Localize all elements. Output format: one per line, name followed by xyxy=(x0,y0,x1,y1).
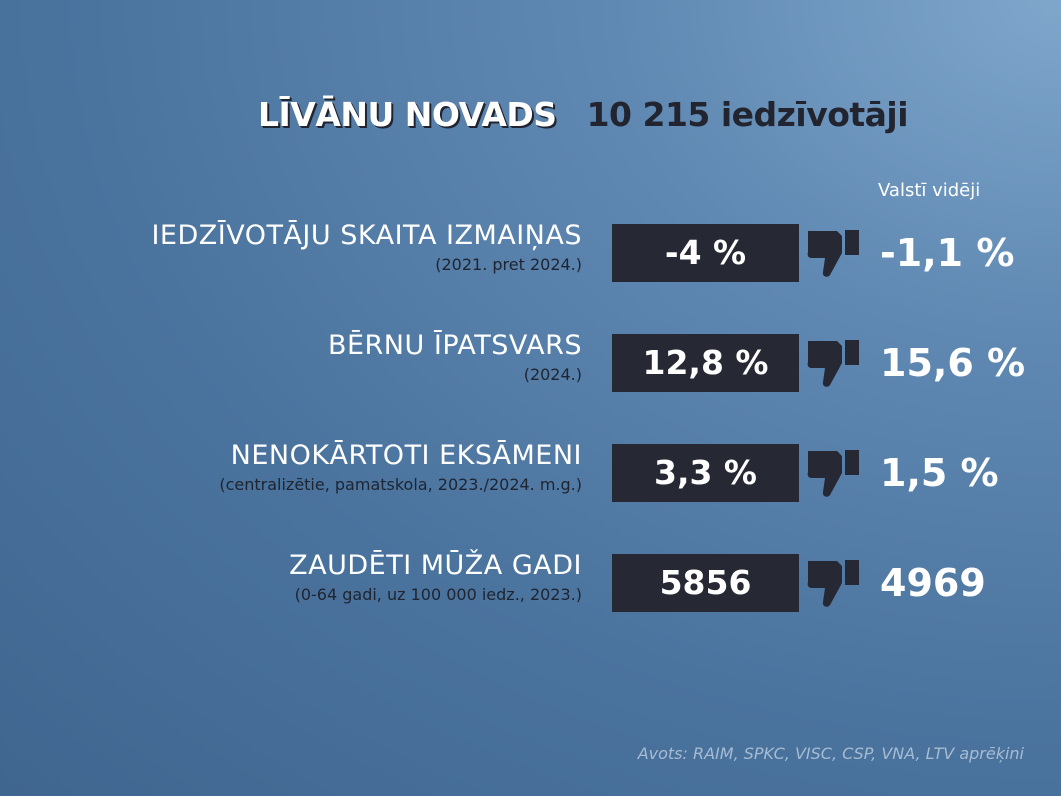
indicator-row-population-change: IEDZĪVOTĀJU SKAITA IZMAIŅAS (2021. pret … xyxy=(0,218,1061,298)
indicator-row-years-of-life-lost: ZAUDĒTI MŪŽA GADI (0-64 gadi, uz 100 000… xyxy=(0,548,1061,628)
indicator-label-block: NENOKĀRTOTI EKSĀMENI (centralizētie, pam… xyxy=(219,438,582,496)
indicator-subtitle: (2021. pret 2024.) xyxy=(435,255,582,274)
indicator-title: BĒRNU ĪPATSVARS xyxy=(327,330,582,361)
thumbs-down-icon xyxy=(807,560,859,607)
indicator-subtitle: (2024.) xyxy=(523,365,582,384)
indicator-row-children-share: BĒRNU ĪPATSVARS (2024.) 12,8 % 15,6 % xyxy=(0,328,1061,408)
indicator-row-failed-exams: NENOKĀRTOTI EKSĀMENI (centralizētie, pam… xyxy=(0,438,1061,518)
indicator-title: IEDZĪVOTĀJU SKAITA IZMAIŅAS xyxy=(151,220,582,251)
indicator-value: 3,3 % xyxy=(612,444,799,502)
indicator-value: 5856 xyxy=(612,554,799,612)
national-average-value: 1,5 % xyxy=(880,451,999,495)
national-average-value: 4969 xyxy=(880,561,986,605)
thumbs-down-icon xyxy=(807,450,859,497)
source-note: Avots: RAIM, SPKC, VISC, CSP, VNA, LTV a… xyxy=(637,744,1024,763)
indicator-label-block: IEDZĪVOTĀJU SKAITA IZMAIŅAS (2021. pret … xyxy=(151,218,582,276)
indicator-subtitle: (centralizētie, pamatskola, 2023./2024. … xyxy=(219,475,582,494)
indicator-value: -4 % xyxy=(612,224,799,282)
indicator-title: NENOKĀRTOTI EKSĀMENI xyxy=(230,440,582,471)
indicator-title: ZAUDĒTI MŪŽA GADI xyxy=(289,550,582,581)
population-count: 10 215 iedzīvotāji xyxy=(586,95,909,134)
thumbs-down-icon xyxy=(807,340,859,387)
thumbs-down-icon xyxy=(807,230,859,277)
indicator-value: 12,8 % xyxy=(612,334,799,392)
indicator-label-block: ZAUDĒTI MŪŽA GADI (0-64 gadi, uz 100 000… xyxy=(289,548,582,606)
page-title: LĪVĀNU NOVADS 10 215 iedzīvotāji xyxy=(258,92,909,138)
national-average-header: Valstī vidēji xyxy=(878,180,981,201)
indicator-subtitle: (0-64 gadi, uz 100 000 iedz., 2023.) xyxy=(294,585,582,604)
region-name: LĪVĀNU NOVADS xyxy=(258,95,557,134)
national-average-value: -1,1 % xyxy=(880,231,1015,275)
indicator-label-block: BĒRNU ĪPATSVARS (2024.) xyxy=(328,328,582,386)
national-average-value: 15,6 % xyxy=(880,341,1026,385)
